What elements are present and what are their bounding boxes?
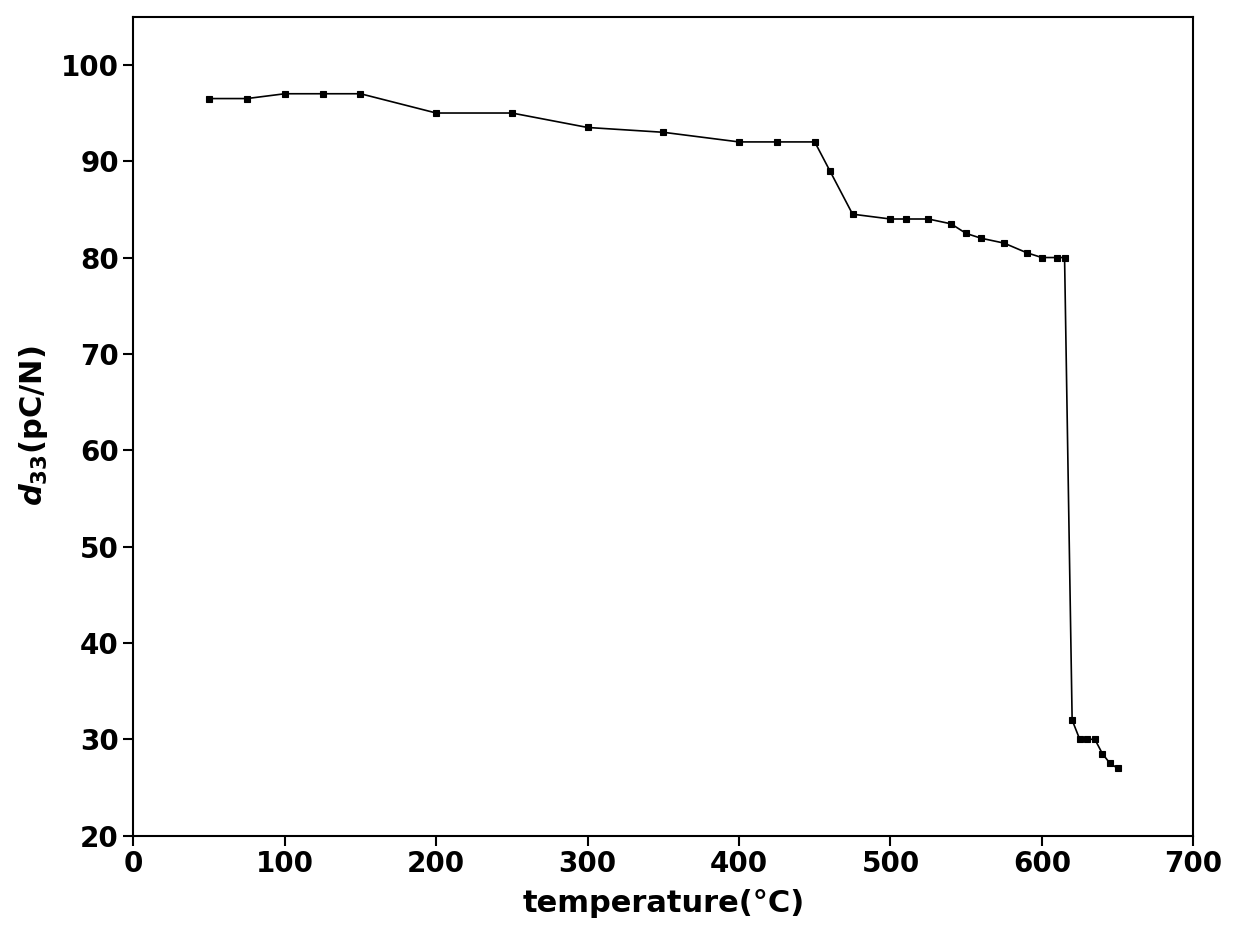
- X-axis label: temperature(°C): temperature(°C): [522, 889, 804, 918]
- Y-axis label: $d_{33}$(pC/N): $d_{33}$(pC/N): [16, 346, 50, 507]
